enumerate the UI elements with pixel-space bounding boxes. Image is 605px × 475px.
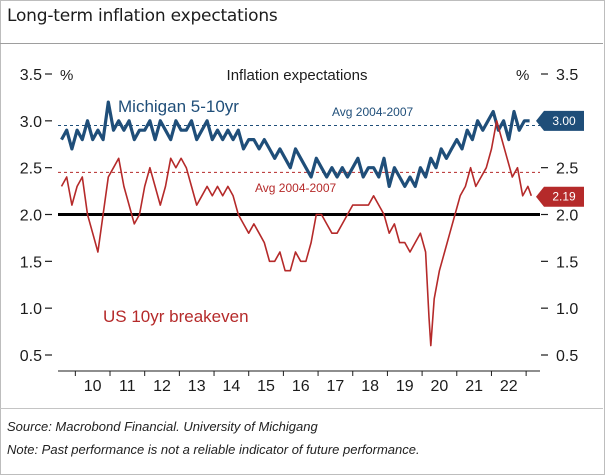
y-tick-left-0: 0.5 [20, 348, 42, 365]
figure-title: Long-term inflation expectations [7, 6, 278, 26]
breakeven-series-label: US 10yr breakeven [103, 307, 249, 326]
breakeven-line [60, 120, 533, 347]
michigan-series-label: Michigan 5-10yr [118, 97, 239, 116]
inflation-chart: 0.51.01.52.02.53.03.5 0.51.01.52.02.53.0… [20, 67, 584, 395]
y-tick-right-4: 2.5 [556, 161, 578, 178]
michigan-avg-label: Avg 2004-2007 [332, 105, 414, 119]
michigan-latest-flag [536, 110, 584, 131]
title-divider [0, 43, 603, 44]
y-tick-left-1: 1.0 [20, 301, 42, 318]
x-tick-5: 15 [257, 378, 275, 395]
disclaimer-note: Note: Past performance is not a reliable… [7, 442, 420, 457]
michigan-latest-value: 3.00 [552, 114, 576, 128]
series-lines [60, 100, 533, 347]
x-tick-8: 18 [361, 378, 379, 395]
breakeven-latest-flag [536, 186, 584, 207]
y-axis-left: 0.5 1.0 1.5 2.0 2.5 3.0 3.5 [20, 67, 52, 365]
x-tick-12: 22 [500, 378, 518, 395]
x-tick-6: 16 [292, 378, 310, 395]
y-axis-right: 0.51.01.52.02.53.03.5 [541, 67, 578, 365]
y-tick-left-4: 2.5 [20, 161, 42, 178]
y-tick-left-3: 2.0 [20, 208, 42, 225]
latest-value-flags: 3.00 2.19 [536, 110, 584, 207]
footer-divider [0, 408, 603, 409]
y-tick-right-0: 0.5 [556, 348, 578, 365]
x-tick-1: 11 [119, 378, 136, 395]
chart-annotations: Inflation expectations % % Michigan 5-10… [60, 67, 529, 326]
y-unit-left: % [60, 67, 73, 84]
y-tick-right-6: 3.5 [556, 67, 578, 84]
x-tick-2: 12 [153, 378, 171, 395]
average-lines [58, 125, 540, 173]
x-tick-4: 14 [222, 378, 240, 395]
source-note: Source: Macrobond Financial. University … [7, 419, 318, 434]
y-tick-right-2: 1.5 [556, 254, 578, 271]
y-tick-right-1: 1.0 [556, 301, 578, 318]
y-tick-left-6: 3.5 [20, 67, 42, 84]
y-tick-left-5: 3.0 [20, 114, 42, 131]
x-tick-7: 17 [327, 378, 345, 395]
y-tick-right-3: 2.0 [556, 208, 578, 225]
x-tick-9: 19 [396, 378, 414, 395]
chart-title: Inflation expectations [227, 67, 368, 84]
y-unit-right: % [516, 67, 529, 84]
breakeven-latest-value: 2.19 [552, 190, 576, 204]
y-tick-left-2: 1.5 [20, 254, 42, 271]
x-tick-3: 13 [188, 378, 206, 395]
x-tick-11: 21 [465, 378, 483, 395]
x-tick-0: 10 [84, 378, 102, 395]
x-tick-10: 20 [431, 378, 449, 395]
x-axis: 10 11 12 13 14 15 16 17 18 19 20 21 22 [58, 370, 540, 395]
breakeven-avg-label: Avg 2004-2007 [255, 181, 337, 195]
michigan-line [60, 100, 530, 188]
